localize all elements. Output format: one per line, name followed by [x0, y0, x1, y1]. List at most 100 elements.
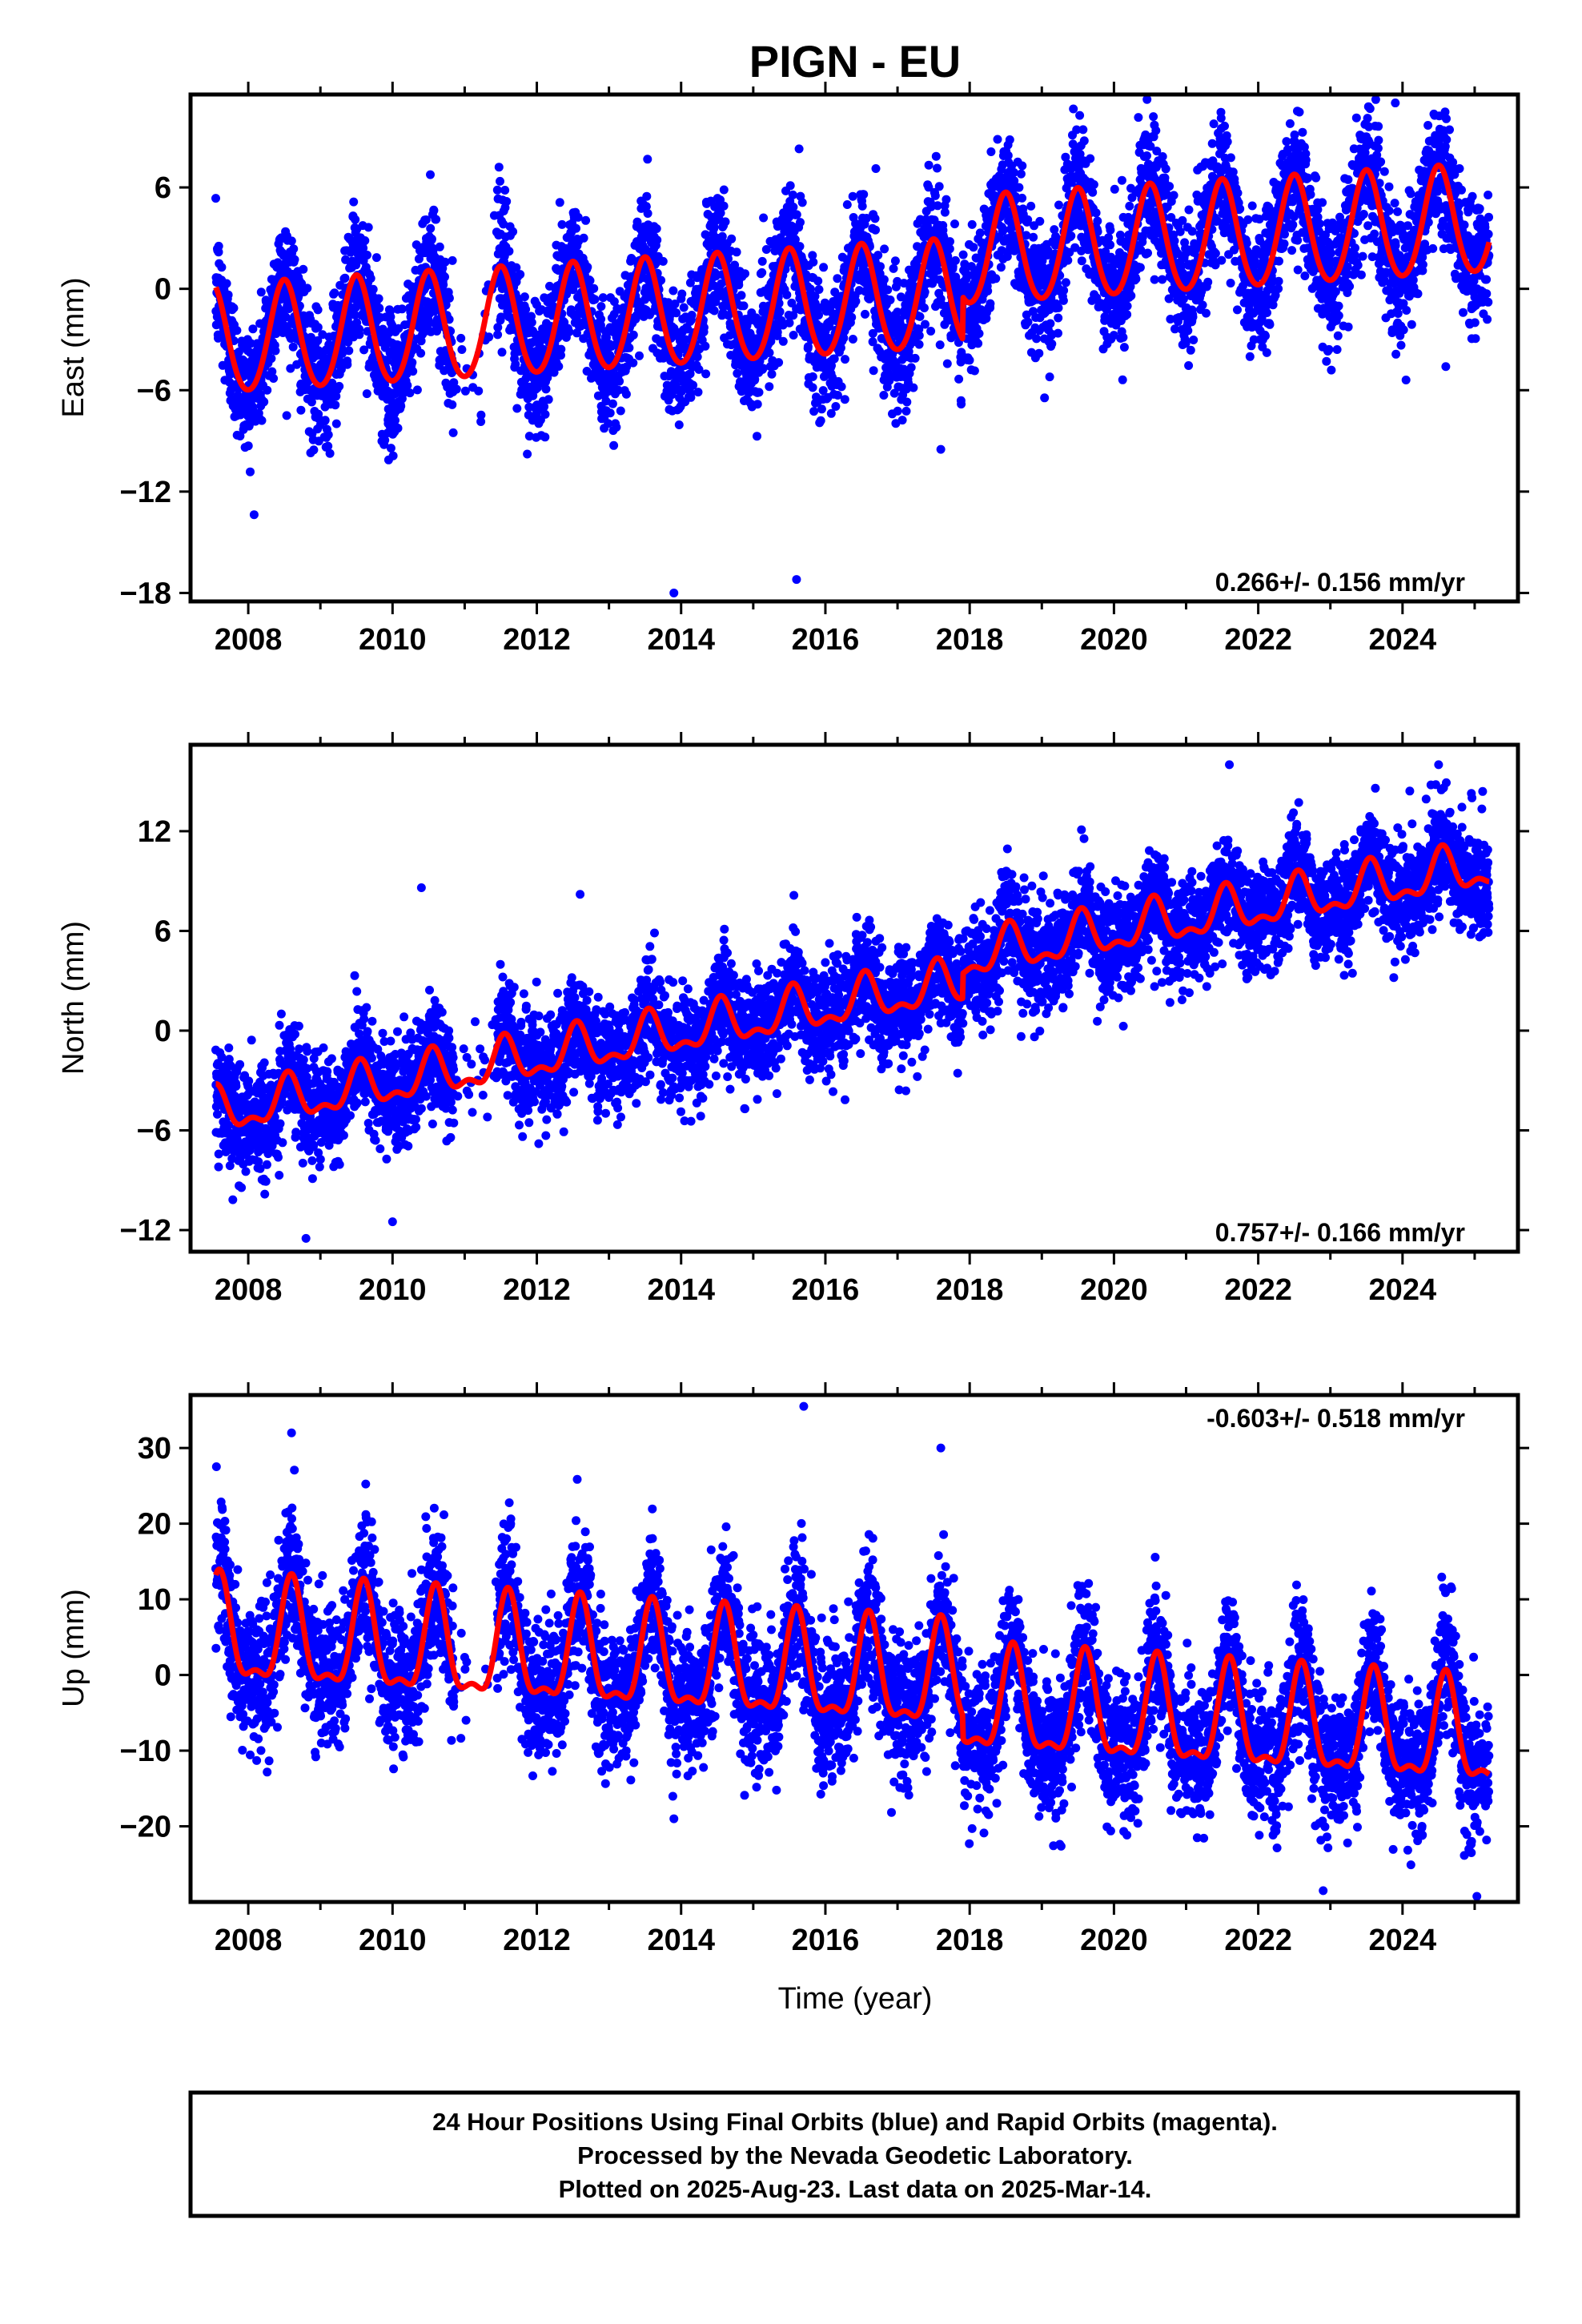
east-data-point [589, 283, 599, 293]
east-data-point [773, 328, 782, 337]
east-data-point [847, 312, 857, 322]
east-data-point [819, 263, 829, 272]
east-data-point [267, 367, 277, 376]
east-data-point [318, 330, 327, 340]
east-data-point [719, 201, 729, 211]
east-data-point [596, 315, 606, 324]
east-data-point [564, 327, 574, 336]
east-data-point [739, 301, 749, 311]
east-data-point [540, 432, 550, 442]
east-data-point [934, 266, 942, 275]
east-data-point [759, 213, 769, 223]
east-data-point [1131, 274, 1141, 283]
east-data-point [1089, 180, 1098, 189]
east-data-point [572, 223, 580, 233]
east-data-point [701, 369, 711, 379]
east-data-point [282, 411, 291, 420]
east-data-point [1034, 348, 1044, 358]
east-data-point [974, 339, 983, 348]
east-data-point [871, 164, 881, 173]
east-data-point [809, 257, 818, 267]
east-data-point [709, 306, 719, 316]
east-data-point [753, 400, 762, 409]
east-data-point [214, 333, 223, 343]
east-data-point [876, 262, 885, 271]
east-data-point [271, 329, 281, 339]
east-data-point [897, 416, 907, 425]
east-data-point [496, 176, 504, 186]
east-data-point [382, 356, 391, 366]
east-data-point [914, 331, 924, 340]
east-data-point [416, 348, 426, 358]
east-data-point [405, 388, 415, 398]
east-data-point [335, 381, 344, 391]
east-data-point [1203, 277, 1213, 287]
east-data-point [323, 441, 333, 451]
east-data-point [841, 355, 849, 364]
east-data-point [474, 386, 484, 396]
east-data-point [1035, 216, 1045, 226]
east-data-point [940, 207, 950, 217]
east-data-point [248, 324, 258, 334]
east-data-point [915, 312, 925, 321]
east-data-point [970, 366, 979, 376]
east-data-point [809, 407, 819, 416]
east-data-point [741, 269, 749, 279]
east-data-point [1054, 313, 1063, 323]
east-data-point [605, 408, 615, 418]
east-data-point [785, 318, 794, 328]
east-data-point [870, 214, 880, 223]
east-data-point [581, 215, 591, 225]
east-data-point [1209, 119, 1219, 129]
east-data-point [259, 397, 269, 407]
east-data-point [672, 308, 681, 318]
east-data-point [1118, 375, 1127, 384]
east-data-point [615, 376, 624, 386]
east-data-point [757, 256, 767, 266]
east-data-point [1054, 200, 1063, 210]
east-data-point [331, 400, 340, 410]
east-data-point [235, 432, 245, 440]
east-data-point [1226, 153, 1235, 163]
east-data-point [521, 304, 531, 314]
east-data-point [701, 341, 710, 351]
east-data-point [596, 302, 606, 312]
east-data-point [494, 163, 504, 172]
east-data-point [893, 308, 902, 317]
east-data-point [934, 182, 944, 191]
east-data-point [1058, 296, 1068, 305]
east-data-point [492, 185, 502, 195]
east-data-point [504, 247, 514, 256]
east-data-point [527, 318, 536, 328]
east-data-point [931, 151, 941, 161]
east-data-point [950, 219, 959, 229]
east-data-point [909, 383, 918, 392]
east-data-point [983, 286, 993, 296]
east-data-point [879, 391, 889, 400]
east-data-point [906, 363, 916, 372]
east-data-point [320, 416, 330, 425]
east-data-point [1054, 328, 1062, 338]
east-data-point [727, 234, 737, 243]
east-data-point [1086, 154, 1095, 163]
east-data-point [1151, 126, 1161, 135]
east-data-point [484, 332, 494, 342]
east-data-point [1005, 135, 1014, 144]
east-data-point [950, 255, 960, 265]
east-data-point [256, 287, 266, 297]
east-data-point [1187, 227, 1197, 236]
east-data-point [344, 346, 354, 356]
east-data-point [211, 194, 220, 203]
east-data-point [699, 323, 709, 332]
east-data-point [337, 349, 347, 358]
east-data-point [512, 404, 522, 413]
east-data-point [380, 436, 390, 445]
east-data-point [958, 250, 968, 259]
east-data-point [1026, 201, 1036, 211]
east-data-point [343, 360, 352, 369]
east-data-point [540, 409, 550, 419]
east-data-point [281, 312, 291, 322]
east-data-point [299, 264, 308, 274]
east-data-point [313, 336, 323, 345]
